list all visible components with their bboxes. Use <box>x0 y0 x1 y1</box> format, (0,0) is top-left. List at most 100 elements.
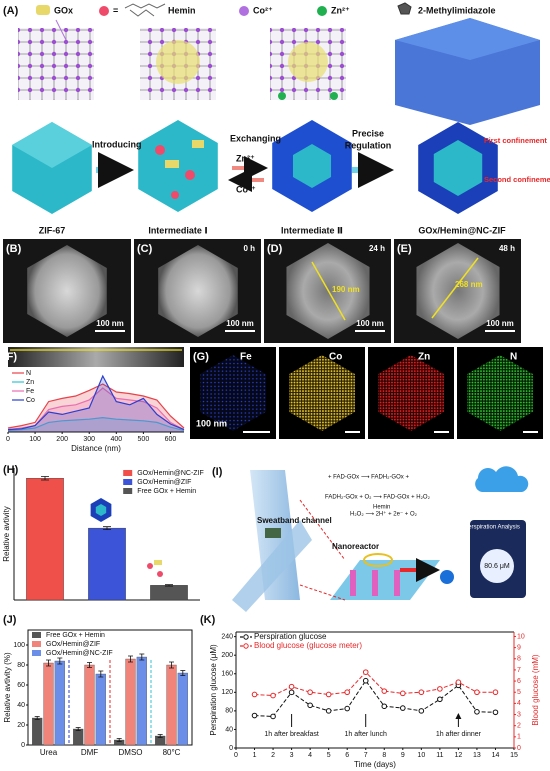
y-tick-label: 5 <box>517 689 521 696</box>
panel-j: (J) <box>3 614 17 626</box>
x-tick-label: DMF <box>81 748 98 757</box>
y-tick-label: 120 <box>221 689 233 696</box>
y-tick-label: 60 <box>17 682 25 689</box>
legend-label: GOx/Hemin@NC-ZIF <box>46 650 113 657</box>
label: Sweatband channel <box>257 516 332 525</box>
size-label: 190 nm <box>332 285 360 294</box>
x-tick-label: 200 <box>56 436 68 443</box>
step-label: Zn²⁺ <box>236 153 255 163</box>
panel-label: (G) <box>193 351 209 363</box>
step-label: Exchanging <box>230 133 281 143</box>
series-line <box>7 383 185 429</box>
legend-label: Hemin <box>168 5 196 15</box>
legend-swatch <box>32 650 41 656</box>
x-tick-label: 0 <box>234 752 238 759</box>
panel-label: (K) <box>200 614 216 626</box>
time-label: 48 h <box>499 244 515 253</box>
panel-label: (A) <box>3 5 19 17</box>
panel-i-graphic <box>265 528 281 538</box>
x-tick-label: 400 <box>110 436 122 443</box>
point <box>362 669 369 675</box>
error-bar <box>98 670 104 678</box>
annotation: Second confinement <box>484 175 550 184</box>
annotation: 1h after lunch <box>344 731 387 738</box>
point <box>288 689 295 696</box>
step-label: GOx/Hemin@NC-ZIF <box>418 225 506 235</box>
area-fill <box>8 376 184 432</box>
x-tick-label: 11 <box>436 752 443 759</box>
panel-a-graphic <box>18 28 94 100</box>
panel-a-graphic <box>165 160 179 168</box>
bar <box>125 658 136 746</box>
map-label: N <box>510 352 517 363</box>
legend-label: GOx <box>54 5 73 15</box>
panel-a-graphic <box>156 40 200 84</box>
panel-a-graphic <box>395 18 540 60</box>
panel-label: (E) <box>397 243 412 255</box>
panel-label: (H) <box>3 464 19 476</box>
legend-label: = <box>113 5 118 15</box>
error-bar <box>46 659 51 667</box>
legend-label: N <box>26 370 31 377</box>
x-tick-label: 12 <box>455 752 463 759</box>
legend-marker <box>243 634 249 640</box>
bar <box>177 672 188 746</box>
y-tick-label: 3 <box>517 711 521 718</box>
tem-images-graphic <box>311 261 346 321</box>
x-tick-label: 8 <box>382 752 386 759</box>
legend-label: Co <box>26 397 35 404</box>
y-tick-label: 80 <box>225 708 233 715</box>
step-label: Intermediate Ⅰ <box>148 225 207 235</box>
panel-i: Perspiration Analysis 80.6 μM (I) + FAD-… <box>210 462 548 612</box>
error-bar <box>75 727 81 731</box>
point <box>325 691 332 698</box>
y-tick-label: 40 <box>225 726 233 733</box>
panel-i-graphic <box>480 549 514 583</box>
panel-label: (F) <box>3 351 17 363</box>
error-bar <box>87 662 92 668</box>
panel-i-graphic <box>350 570 356 596</box>
error-bar <box>41 476 49 481</box>
legend-swatch <box>123 488 133 494</box>
point <box>251 712 258 719</box>
point <box>381 688 388 694</box>
error-bar <box>139 653 145 661</box>
tem-images-graphic <box>431 257 479 319</box>
y-tick-label: 200 <box>221 652 233 659</box>
x-tick-label: 300 <box>83 436 95 443</box>
time-label: 24 h <box>369 244 385 253</box>
bar <box>43 662 54 746</box>
scale-label: 100 nm <box>356 319 384 328</box>
x-tick-label: 80°C <box>163 748 181 757</box>
scale-label: 100 nm <box>96 319 124 328</box>
y-tick-label: 160 <box>221 671 233 678</box>
y-tick-label: 80 <box>17 662 25 669</box>
reaction: H₂O₂ ⟶ 2H⁺ + 2e⁻ + O₂ <box>350 511 418 518</box>
time-label: 0 h <box>243 244 255 253</box>
panel-a-graphic <box>124 3 166 17</box>
step-label: Precise <box>352 128 384 138</box>
point <box>492 709 499 716</box>
point <box>307 689 313 696</box>
point <box>307 702 313 709</box>
error-bar <box>103 526 111 530</box>
point <box>400 705 406 711</box>
x-tick-label: 15 <box>510 752 518 759</box>
error-bar <box>128 655 133 663</box>
legend-label: Fe <box>26 388 34 395</box>
step-label: Co²⁺ <box>236 184 256 194</box>
y-tick-label: 0 <box>229 745 233 752</box>
point <box>400 690 406 697</box>
area-fill <box>8 388 184 432</box>
panel-label: (D) <box>267 243 283 255</box>
bar <box>84 664 95 746</box>
legend-label: GOx/Hemin@ZIF <box>46 641 100 648</box>
y-axis-label: Relative avtivity <box>2 506 11 562</box>
x-tick-label: 4 <box>308 752 312 759</box>
point <box>381 703 388 710</box>
panel-a-graphic <box>155 145 165 155</box>
step-label: ZIF-67 <box>39 225 66 235</box>
x-tick-label: 13 <box>473 752 481 759</box>
bar <box>136 656 147 746</box>
